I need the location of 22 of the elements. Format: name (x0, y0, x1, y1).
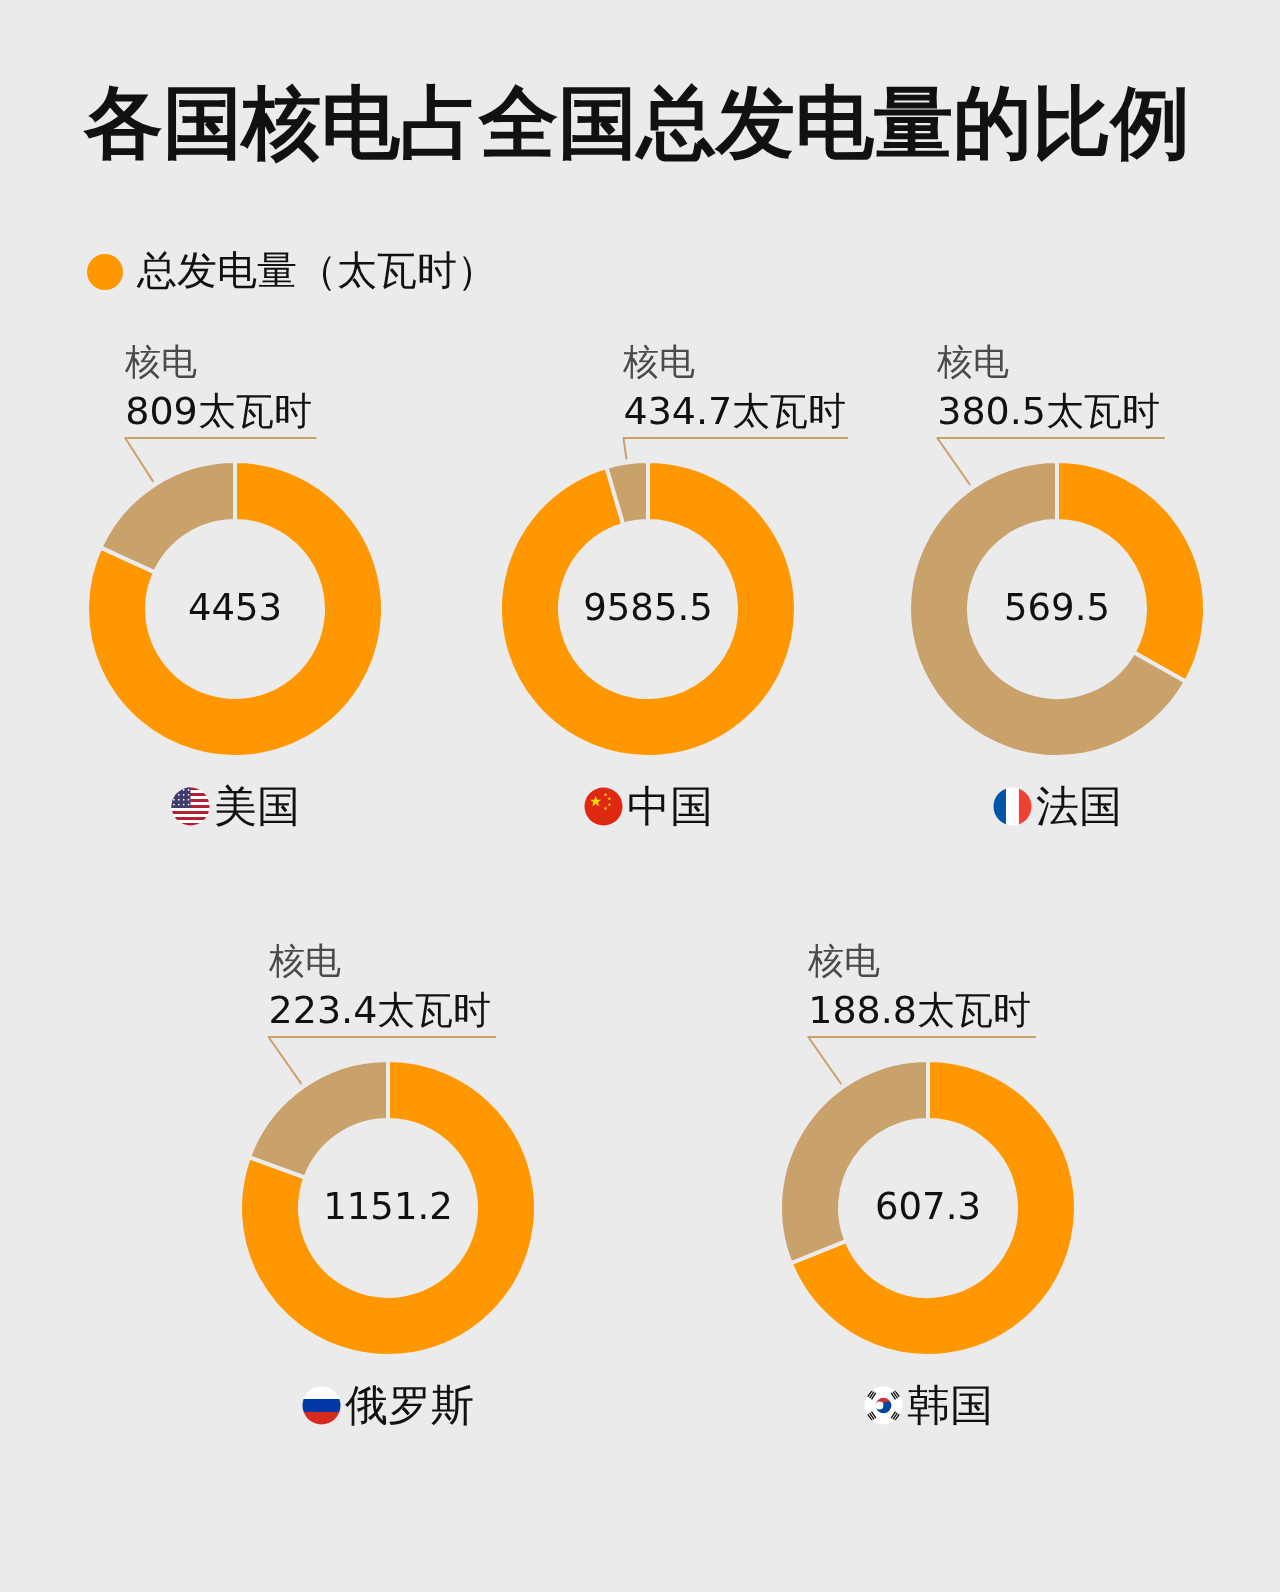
legend-label: 总发电量（太瓦时） (136, 247, 497, 293)
text: 各国核电占全国总发电量的比例 (84, 77, 1190, 169)
slice-label: 核电 (936, 341, 1010, 382)
text: 美国 (213, 780, 300, 831)
text: 4453 (187, 586, 283, 629)
slice-label: 核电 (807, 940, 881, 981)
slice-label: 核电 (622, 341, 696, 382)
slice-label: 核电 (267, 940, 341, 981)
data-label: 223.4太瓦时 (268, 988, 492, 1032)
data-label: 188.8太瓦时 (808, 988, 1032, 1032)
text: 1151.2 (323, 1185, 453, 1228)
text: 韩国 (906, 1379, 993, 1430)
text: 569.5 (1004, 586, 1110, 629)
text: 中国 (626, 780, 713, 831)
text: 法国 (1035, 780, 1122, 831)
data-label: 809太瓦时 (125, 389, 312, 433)
slice-label: 核电 (124, 341, 198, 382)
text: 607.3 (875, 1185, 981, 1228)
text: 俄罗斯 (345, 1379, 474, 1430)
data-label: 380.5太瓦时 (937, 389, 1161, 433)
text: 9585.5 (583, 586, 713, 629)
data-label: 434.7太瓦时 (623, 389, 847, 433)
